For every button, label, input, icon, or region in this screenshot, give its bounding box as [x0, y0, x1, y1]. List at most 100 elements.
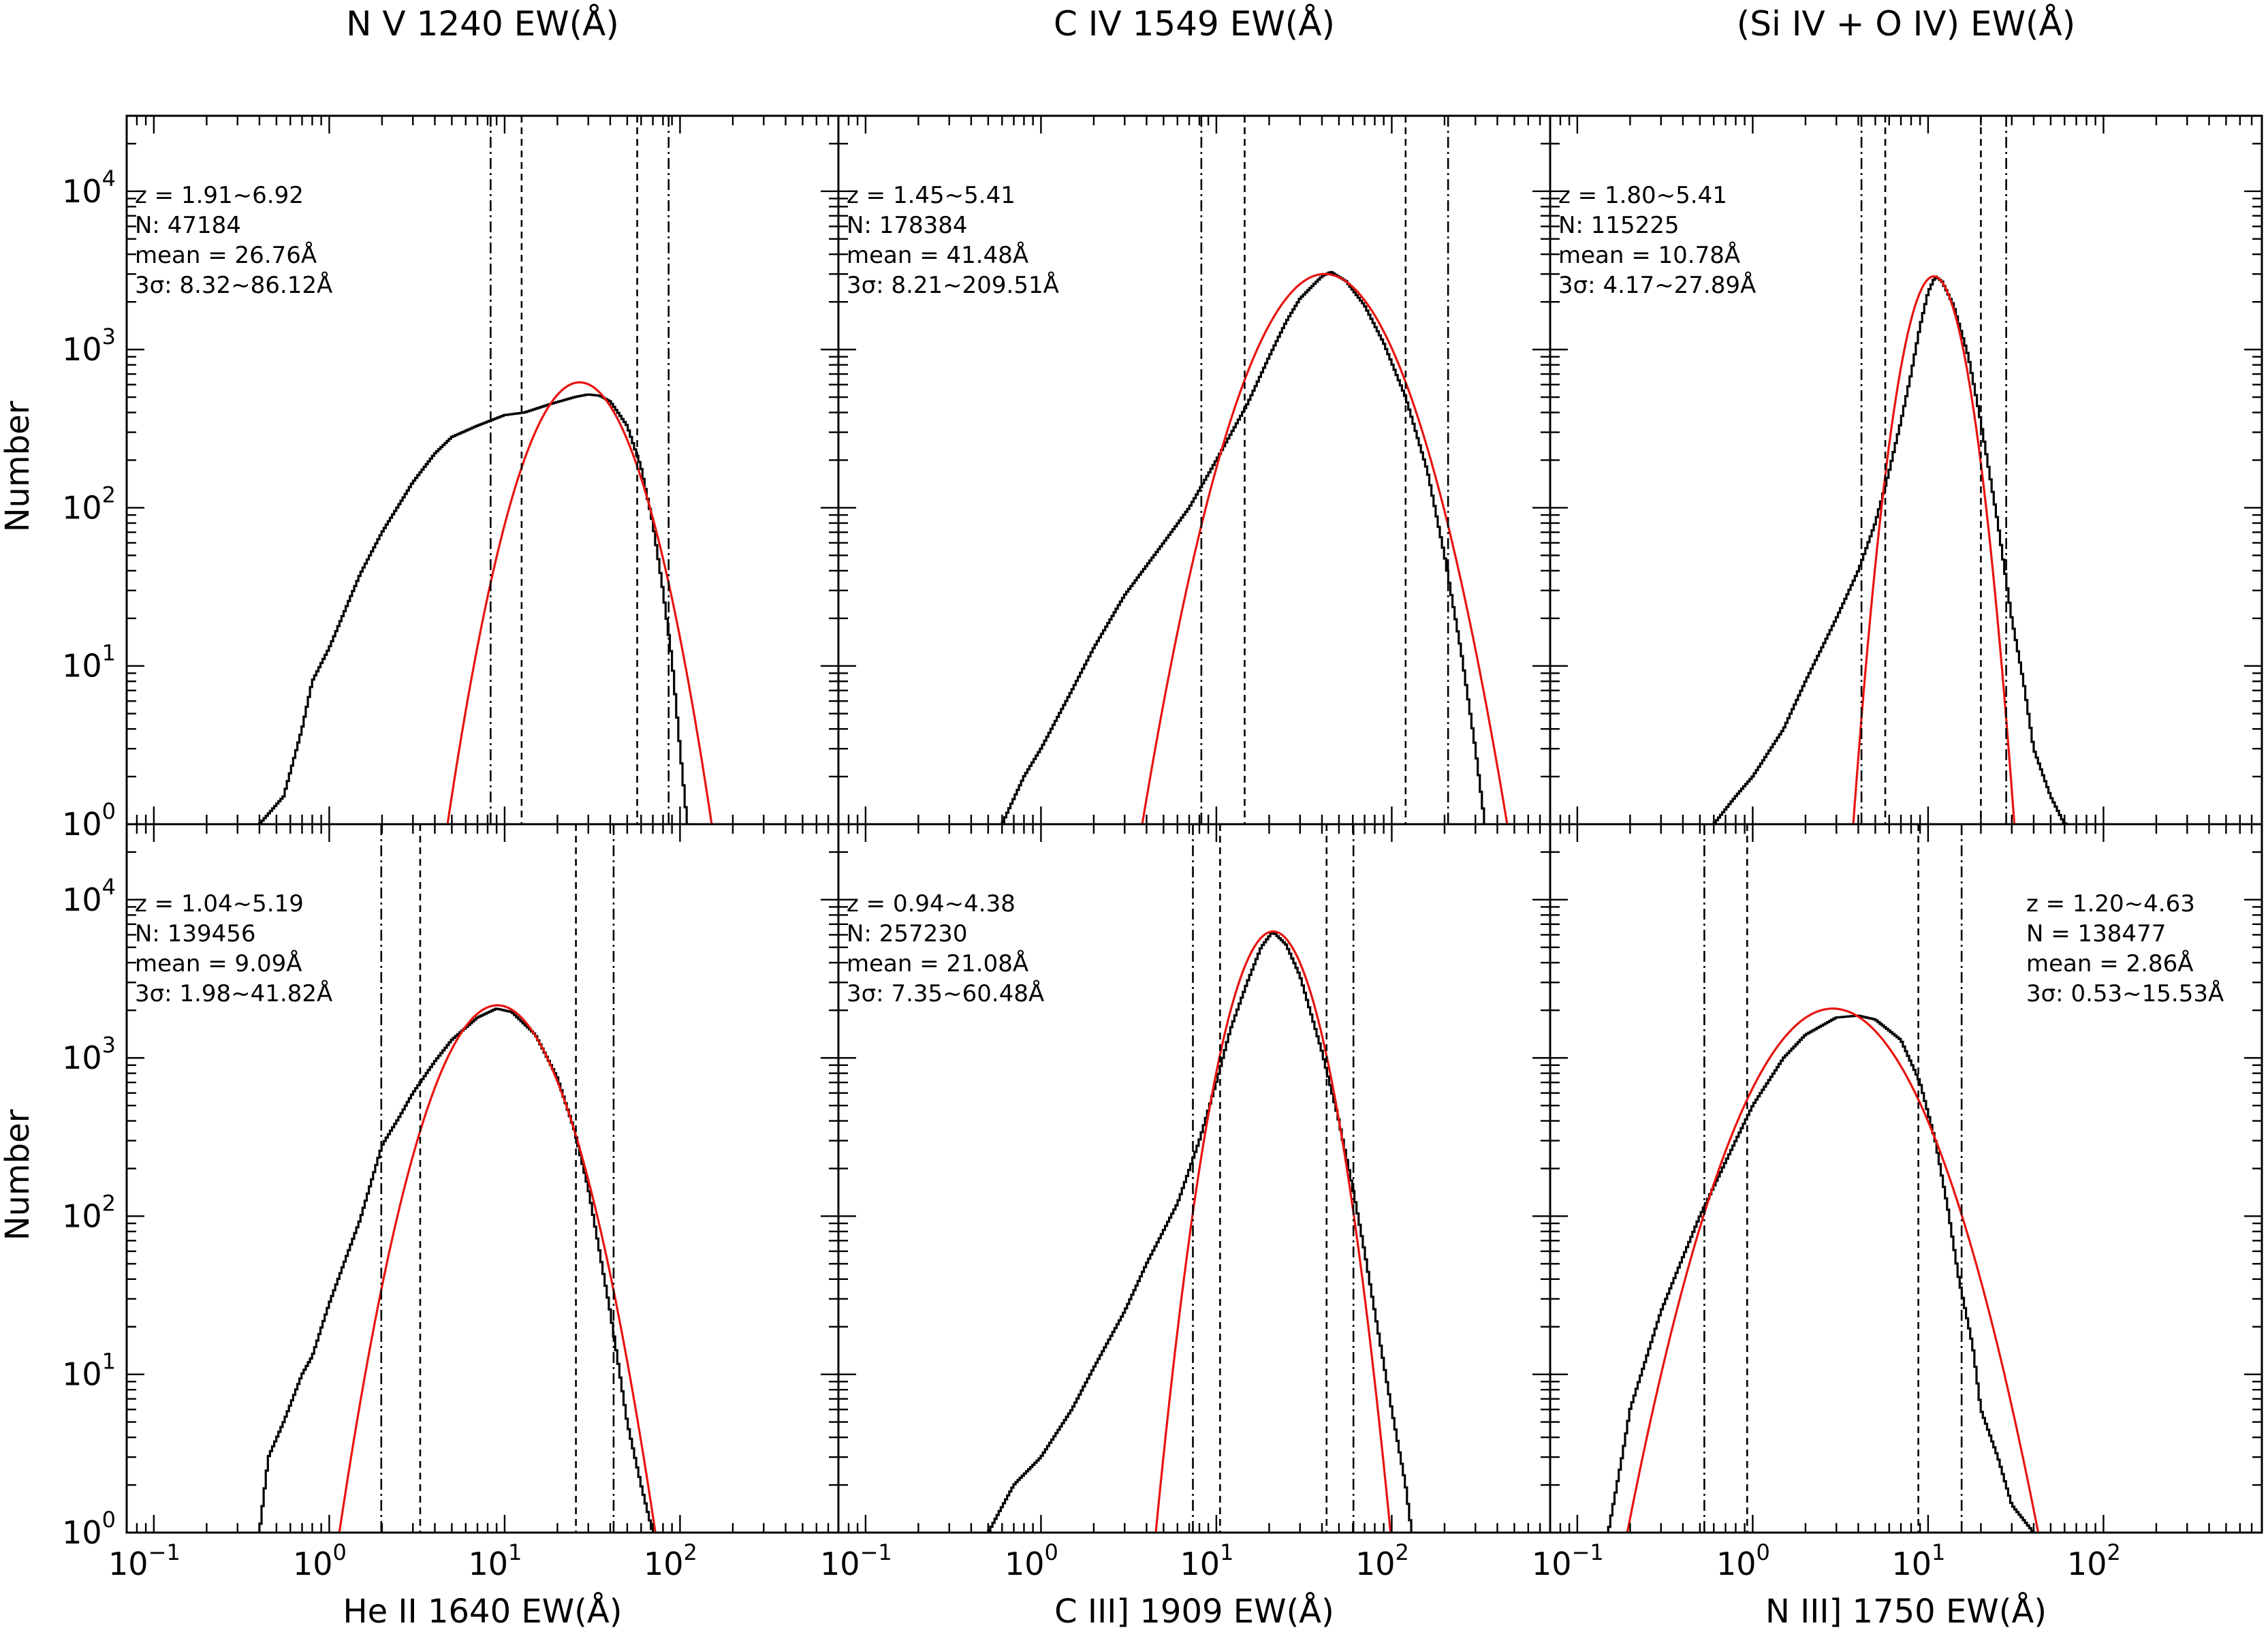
plot-frame [1549, 823, 2263, 1534]
y-tick-exponent: 3 [102, 1032, 116, 1058]
annotation-line-2: N: 115225 [1558, 212, 1680, 239]
y-tick-label: 104 [62, 166, 116, 210]
x-tick-exponent: 0 [333, 1539, 347, 1565]
fit-curve [1141, 272, 1509, 824]
annotation-line-1: z = 1.80~5.41 [1558, 182, 1727, 209]
x-tick-exponent: 2 [2107, 1539, 2121, 1565]
annotation-line-4: 3σ: 8.32~86.12Å [135, 271, 332, 299]
fit-curve [1154, 930, 1392, 1533]
annotation-line-3: mean = 10.78Å [1558, 241, 1740, 269]
ticks [125, 823, 840, 1534]
y-tick-exponent: 1 [102, 640, 116, 666]
annotation-line-2: N = 138477 [2026, 920, 2166, 947]
y-tick-exponent: 2 [102, 482, 116, 507]
x-tick-exponent: −1 [1572, 1539, 1604, 1565]
annotation-line-1: z = 1.20~4.63 [2026, 890, 2195, 918]
ticks [837, 114, 1552, 826]
annotation-line-2: N: 178384 [847, 212, 968, 239]
fit-curve [446, 381, 713, 824]
x-tick-exponent: 0 [1757, 1539, 1770, 1565]
annotation-line-2: N: 257230 [847, 920, 968, 947]
annotation-line-1: z = 1.91~6.92 [135, 182, 304, 209]
x-tick-label: 100 [1005, 1539, 1058, 1582]
x-tick-label: 102 [644, 1539, 697, 1582]
y-tick-exponent: 4 [102, 166, 116, 191]
x-tick-exponent: 1 [508, 1539, 522, 1565]
annotation-line-1: z = 1.04~5.19 [135, 890, 304, 918]
panel-title: N V 1240 EW(Å) [346, 4, 619, 44]
panel-2: C IV 1549 EW(Å) z = 1.45~5.41 N: 178384mea… [837, 4, 1552, 826]
x-tick-exponent: 1 [1932, 1539, 1945, 1565]
y-tick-exponent: 1 [102, 1349, 116, 1375]
y-tick-exponent: 0 [102, 1507, 116, 1533]
panel-3: (Si IV + O IV) EW(Å) z = 1.80~5.41 N: 1152… [1549, 4, 2263, 826]
x-tick-exponent: −1 [860, 1539, 892, 1565]
fit-curve [338, 1004, 657, 1533]
annotation-line-4: 3σ: 4.17~27.89Å [1558, 271, 1756, 299]
fit-curve [1852, 275, 2016, 824]
annotation-line-4: 3σ: 8.21~209.51Å [847, 271, 1059, 299]
annotation-line-3: mean = 26.76Å [135, 241, 317, 269]
y-tick-exponent: 2 [102, 1190, 116, 1216]
x-tick-exponent: 2 [1396, 1539, 1409, 1565]
x-tick-label: 100 [1716, 1539, 1770, 1582]
annotation-line-4: 3σ: 0.53~15.53Å [2026, 979, 2224, 1007]
x-tick-label: 101 [468, 1539, 522, 1582]
annotation-line-1: z = 0.94~4.38 [847, 890, 1015, 918]
histogram-series [1607, 1014, 2036, 1533]
y-tick-exponent: 4 [102, 874, 116, 900]
y-axis-label-top: Number [0, 401, 37, 532]
x-tick-label: 10−1 [1532, 1539, 1604, 1582]
y-tick-label: 102 [62, 482, 116, 526]
y-tick-label: 104 [62, 874, 116, 918]
histogram-series [258, 393, 689, 824]
y-tick-label: 102 [62, 1190, 116, 1234]
y-tick-label: 100 [62, 1507, 116, 1551]
fit-curve [1626, 1007, 2040, 1533]
x-tick-exponent: 2 [684, 1539, 697, 1565]
annotation-line-4: 3σ: 1.98~41.82Å [135, 979, 332, 1007]
y-tick-label: 100 [62, 798, 116, 843]
y-tick-exponent: 0 [102, 798, 116, 824]
x-tick-label: 100 [293, 1539, 347, 1582]
annotation-line-3: mean = 41.48Å [847, 241, 1028, 269]
y-tick-label: 101 [62, 640, 116, 685]
y-tick-label: 103 [62, 1032, 116, 1076]
annotation-line-2: N: 139456 [135, 920, 256, 947]
x-tick-exponent: 1 [1220, 1539, 1233, 1565]
x-tick-label: 10−1 [108, 1539, 180, 1582]
ticks [1549, 823, 2263, 1534]
y-tick-label: 101 [62, 1349, 116, 1393]
x-tick-exponent: −1 [148, 1539, 180, 1565]
y-axis-label-bottom: Number [0, 1109, 37, 1240]
panel-title: (Si IV + O IV) EW(Å) [1737, 4, 2076, 44]
x-tick-label: 102 [2067, 1539, 2121, 1582]
histogram-series [987, 930, 1414, 1533]
x-tick-label: 102 [1355, 1539, 1409, 1582]
annotation-line-4: 3σ: 7.35~60.48Å [847, 979, 1044, 1007]
x-tick-label: 101 [1180, 1539, 1233, 1582]
y-tick-exponent: 3 [102, 324, 116, 349]
annotation-line-3: mean = 2.86Å [2026, 950, 2194, 977]
x-tick-label: 101 [1891, 1539, 1945, 1582]
annotation-line-1: z = 1.45~5.41 [847, 182, 1015, 209]
x-tick-exponent: 0 [1045, 1539, 1058, 1565]
x-axis-label: C III] 1909 EW(Å) [1054, 1592, 1334, 1630]
annotation-line-2: N: 47184 [135, 212, 241, 239]
histogram-series [258, 1007, 655, 1533]
annotation-line-3: mean = 21.08Å [847, 950, 1028, 977]
histogram-series [1712, 275, 2068, 824]
x-axis-label: N III] 1750 EW(Å) [1765, 1592, 2047, 1630]
x-tick-label: 10−1 [820, 1539, 892, 1582]
y-tick-label: 103 [62, 324, 116, 368]
panel-title: C IV 1549 EW(Å) [1054, 4, 1335, 44]
x-axis-label: He II 1640 EW(Å) [343, 1592, 623, 1630]
ticks [125, 114, 840, 826]
annotation-line-3: mean = 9.09Å [135, 950, 302, 977]
ticks [837, 823, 1552, 1534]
